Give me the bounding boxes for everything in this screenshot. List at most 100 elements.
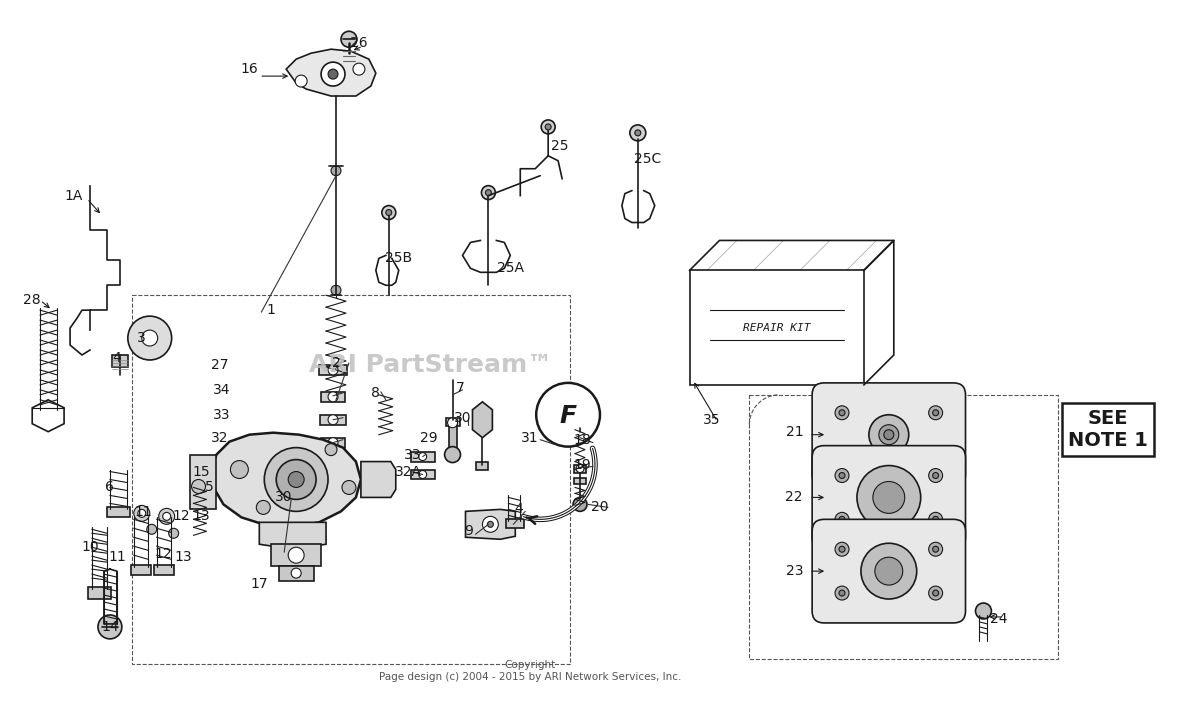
Circle shape: [932, 472, 938, 479]
Polygon shape: [465, 510, 516, 539]
Bar: [446, 418, 459, 426]
Circle shape: [276, 460, 316, 499]
Circle shape: [976, 603, 991, 619]
Circle shape: [929, 513, 943, 527]
Circle shape: [545, 124, 551, 130]
Circle shape: [873, 482, 905, 513]
Bar: [319, 365, 347, 375]
Text: 11: 11: [135, 505, 152, 520]
Bar: [506, 520, 524, 528]
Circle shape: [932, 453, 938, 460]
Circle shape: [929, 406, 943, 419]
Polygon shape: [260, 522, 326, 547]
Text: 3: 3: [137, 331, 146, 345]
Circle shape: [635, 130, 641, 136]
Bar: [411, 452, 434, 462]
Circle shape: [419, 453, 427, 460]
Text: 25C: 25C: [634, 152, 662, 166]
Polygon shape: [32, 400, 64, 431]
Text: 4: 4: [112, 351, 122, 365]
Circle shape: [932, 590, 938, 596]
Circle shape: [295, 75, 307, 87]
Circle shape: [291, 568, 301, 578]
Text: 1: 1: [267, 303, 276, 317]
Circle shape: [483, 516, 498, 532]
Circle shape: [536, 383, 599, 447]
Text: 11: 11: [109, 550, 126, 564]
Circle shape: [256, 501, 270, 515]
Circle shape: [839, 472, 845, 479]
Circle shape: [835, 469, 848, 482]
Circle shape: [419, 470, 427, 479]
Text: 5: 5: [205, 481, 214, 494]
Bar: [411, 470, 434, 479]
Circle shape: [138, 510, 146, 517]
Circle shape: [332, 286, 341, 295]
Text: 16: 16: [241, 62, 258, 76]
Text: 17: 17: [250, 577, 268, 591]
Circle shape: [542, 120, 555, 134]
Polygon shape: [361, 462, 395, 498]
Text: 25B: 25B: [385, 252, 412, 265]
Bar: [107, 508, 130, 517]
Polygon shape: [472, 402, 492, 438]
Circle shape: [328, 392, 337, 402]
Circle shape: [342, 481, 356, 494]
Text: 21: 21: [786, 424, 804, 439]
Polygon shape: [287, 49, 376, 96]
Circle shape: [321, 62, 345, 86]
Text: 27: 27: [211, 358, 228, 372]
Text: 2: 2: [332, 356, 340, 370]
Circle shape: [264, 448, 328, 511]
Bar: [131, 565, 151, 575]
Circle shape: [839, 453, 845, 460]
Circle shape: [191, 479, 205, 493]
Circle shape: [835, 513, 848, 527]
Circle shape: [932, 546, 938, 552]
Bar: [689, 270, 864, 385]
Circle shape: [884, 429, 893, 440]
Circle shape: [835, 586, 848, 600]
Circle shape: [857, 465, 920, 529]
Text: 8: 8: [372, 386, 380, 400]
Bar: [88, 587, 111, 599]
Circle shape: [230, 460, 248, 479]
Circle shape: [158, 508, 175, 525]
Polygon shape: [190, 455, 216, 510]
Bar: [271, 544, 321, 566]
Circle shape: [929, 450, 943, 464]
Circle shape: [573, 498, 586, 511]
Text: 25: 25: [551, 139, 569, 153]
Bar: [280, 566, 314, 581]
Circle shape: [874, 557, 903, 585]
Circle shape: [328, 415, 337, 424]
FancyBboxPatch shape: [812, 520, 965, 623]
Text: 34: 34: [212, 383, 230, 397]
Text: 4: 4: [514, 503, 523, 516]
Text: 20: 20: [591, 501, 609, 515]
Circle shape: [341, 31, 356, 47]
Circle shape: [929, 469, 943, 482]
Bar: [321, 392, 345, 402]
Text: 23: 23: [786, 564, 804, 578]
Circle shape: [929, 542, 943, 556]
Text: 18: 18: [573, 433, 591, 447]
Text: 32A: 32A: [395, 465, 422, 479]
Circle shape: [485, 190, 491, 195]
Circle shape: [481, 185, 496, 200]
Circle shape: [487, 521, 493, 527]
Circle shape: [328, 365, 337, 375]
Text: 33: 33: [404, 448, 421, 462]
Text: 6: 6: [105, 481, 114, 494]
Circle shape: [630, 125, 645, 141]
Text: SEE
NOTE 1: SEE NOTE 1: [1068, 409, 1148, 450]
Text: 13: 13: [175, 550, 192, 564]
Text: 19: 19: [573, 458, 591, 472]
Text: 1A: 1A: [65, 189, 84, 202]
Bar: [573, 465, 586, 472]
Text: 7: 7: [457, 381, 465, 395]
Text: 30: 30: [275, 491, 291, 504]
Circle shape: [879, 424, 899, 445]
Text: 10: 10: [81, 540, 99, 554]
Text: 12: 12: [155, 547, 172, 561]
